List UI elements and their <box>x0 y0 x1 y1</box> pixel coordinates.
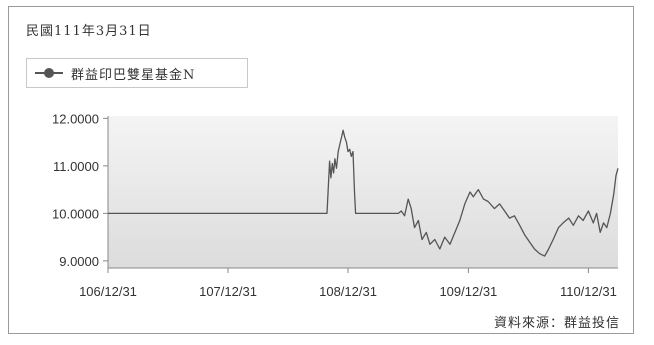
y-tick-label: 9.0000 <box>59 254 99 269</box>
y-tick-label: 11.0000 <box>53 159 99 174</box>
legend-line-icon <box>35 67 65 79</box>
x-tick-label: 108/12/31 <box>319 284 377 299</box>
x-tick-label: 110/12/31 <box>560 284 617 299</box>
x-tick-label: 106/12/31 <box>79 284 137 299</box>
axes <box>103 116 618 273</box>
y-axis-tick-labels: 12.0000 11.0000 10.0000 9.0000 <box>52 111 99 269</box>
y-tick-label: 10.0000 <box>52 206 99 221</box>
legend-entry: 群益印巴雙星基金N <box>71 67 196 83</box>
series-line-0 <box>108 129 619 257</box>
x-axis-tick-labels: 106/12/31 107/12/31 108/12/31 109/12/31 110/… <box>79 284 617 299</box>
plot-area <box>108 116 618 268</box>
data-source: 資料來源：群益投信 <box>493 316 620 331</box>
x-tick-label: 109/12/31 <box>439 284 497 299</box>
series-layer <box>108 129 619 257</box>
x-tick-label: 107/12/31 <box>199 284 257 299</box>
chart-legend: 群益印巴雙星基金N <box>26 58 248 88</box>
y-tick-label: 12.0000 <box>52 111 99 126</box>
chart-date: 民國111年3月31日 <box>26 24 152 39</box>
